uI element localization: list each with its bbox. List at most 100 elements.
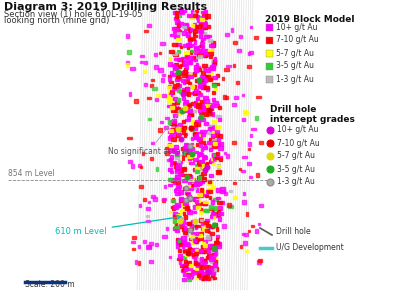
Bar <box>147 245 151 248</box>
Bar <box>160 42 165 45</box>
Bar <box>168 120 173 124</box>
Bar <box>196 99 200 101</box>
Bar <box>184 231 186 234</box>
Bar <box>195 232 198 235</box>
Bar <box>178 238 181 242</box>
Bar <box>205 195 208 197</box>
Bar <box>190 177 192 181</box>
Bar <box>232 142 236 144</box>
Bar <box>149 242 153 245</box>
Bar <box>191 271 194 275</box>
Bar <box>255 229 258 233</box>
Bar <box>224 68 229 71</box>
Bar <box>188 44 191 47</box>
Bar <box>184 68 187 70</box>
Bar <box>185 144 187 148</box>
Bar <box>212 91 215 94</box>
Bar <box>204 67 206 71</box>
Bar <box>208 78 212 81</box>
Bar <box>214 104 219 107</box>
Bar <box>167 86 171 89</box>
Bar <box>207 132 211 134</box>
Bar <box>154 98 158 101</box>
Bar <box>191 44 194 47</box>
Bar <box>172 27 174 30</box>
Bar <box>201 40 203 42</box>
Bar <box>188 275 190 278</box>
Bar <box>216 236 219 238</box>
Bar <box>212 60 216 64</box>
Bar <box>199 250 204 253</box>
Bar <box>210 276 214 279</box>
Bar <box>212 257 218 261</box>
Bar <box>169 178 172 181</box>
Bar <box>186 34 188 38</box>
Bar <box>138 245 140 248</box>
Bar <box>208 231 210 233</box>
Bar <box>181 264 184 266</box>
Bar <box>201 71 205 75</box>
Bar <box>192 270 196 273</box>
Bar <box>175 153 179 156</box>
Bar <box>191 61 193 64</box>
Bar <box>184 134 186 137</box>
Bar <box>212 63 216 65</box>
Bar <box>210 108 213 110</box>
Bar <box>175 86 178 88</box>
Bar <box>206 256 210 259</box>
Bar <box>195 105 199 107</box>
Bar <box>199 175 203 179</box>
Bar <box>182 26 186 28</box>
Bar <box>204 194 208 196</box>
Bar <box>168 211 171 213</box>
Bar <box>199 50 202 53</box>
Bar <box>188 75 193 78</box>
Bar <box>200 178 205 181</box>
Bar <box>213 198 218 201</box>
Bar <box>199 153 202 156</box>
Bar <box>209 257 214 261</box>
Bar <box>182 156 184 160</box>
Bar <box>138 261 140 265</box>
Bar <box>176 167 181 170</box>
Bar <box>196 188 198 192</box>
Bar <box>196 265 202 267</box>
Bar <box>196 25 201 28</box>
Bar <box>197 132 202 134</box>
Text: 1-3 g/t Au: 1-3 g/t Au <box>276 74 314 83</box>
Bar <box>186 116 190 119</box>
Bar <box>256 116 258 120</box>
Bar <box>194 47 198 50</box>
Bar <box>183 273 186 276</box>
Bar <box>198 78 203 81</box>
Bar <box>153 197 158 201</box>
Text: 854 m Level: 854 m Level <box>8 169 55 178</box>
Bar <box>176 166 180 169</box>
Bar <box>178 185 181 188</box>
Text: Drill hole: Drill hole <box>276 227 311 236</box>
Bar <box>210 255 215 258</box>
Bar <box>203 96 208 99</box>
Bar <box>198 271 203 275</box>
Bar <box>209 253 213 255</box>
Bar <box>188 252 192 256</box>
Bar <box>202 276 204 279</box>
Bar <box>204 10 208 13</box>
Bar <box>191 58 194 61</box>
Bar <box>176 58 181 61</box>
Bar <box>193 239 196 242</box>
Bar <box>206 88 208 91</box>
Bar <box>176 238 178 242</box>
Bar <box>203 141 205 144</box>
Bar <box>201 248 203 251</box>
Bar <box>205 265 208 268</box>
Bar <box>146 215 149 217</box>
Bar <box>194 205 197 209</box>
Bar <box>195 48 198 52</box>
Bar <box>155 243 158 246</box>
Bar <box>197 205 200 208</box>
Text: 3-5 g/t Au: 3-5 g/t Au <box>277 164 315 173</box>
Bar <box>196 91 200 94</box>
Bar <box>196 63 198 66</box>
Bar <box>206 104 210 106</box>
